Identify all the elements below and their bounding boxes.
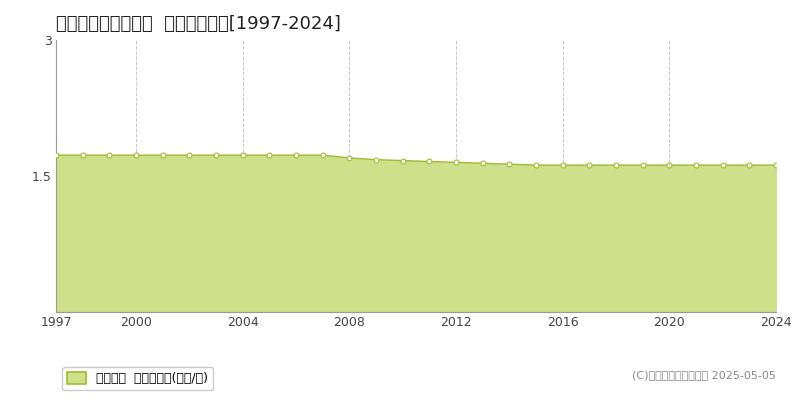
- Legend: 基準地価  平均坪単価(万円/坪): 基準地価 平均坪単価(万円/坪): [62, 367, 213, 390]
- Text: (C)土地価格ドットコム 2025-05-05: (C)土地価格ドットコム 2025-05-05: [632, 370, 776, 380]
- Text: 宮古郡多良間村仲筋  基準地価推移[1997-2024]: 宮古郡多良間村仲筋 基準地価推移[1997-2024]: [56, 15, 341, 33]
